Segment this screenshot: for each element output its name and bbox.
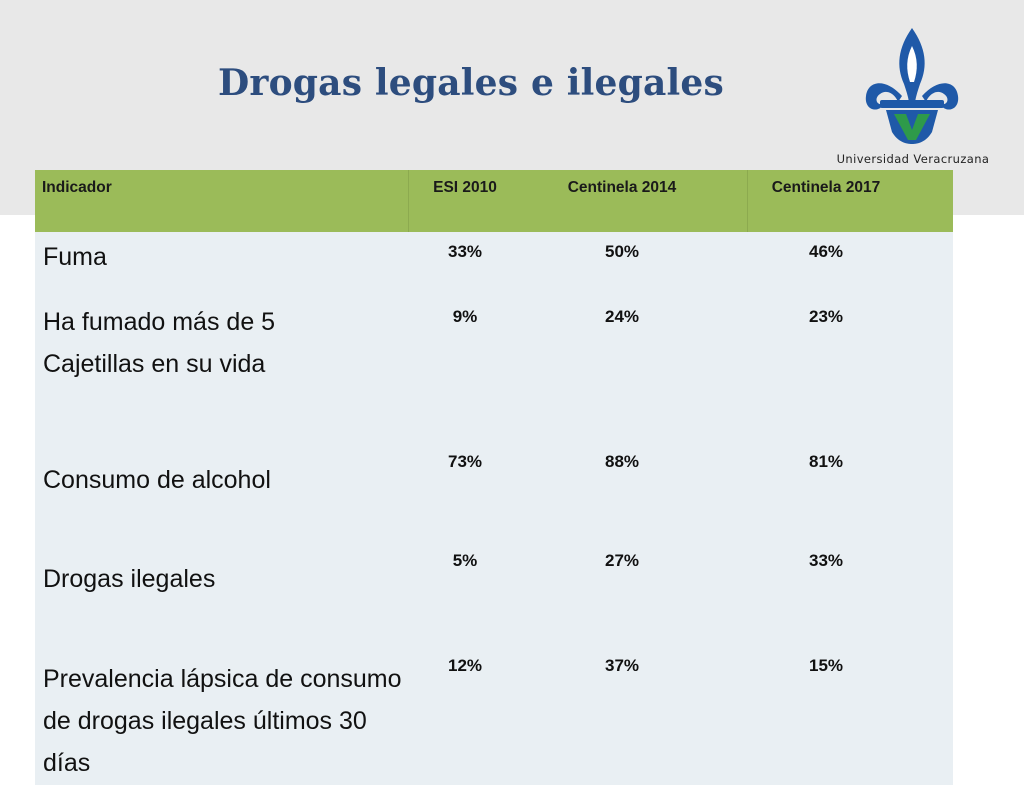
header-esi-2010: ESI 2010 bbox=[433, 179, 497, 196]
value-esi-2010: 5% bbox=[452, 551, 478, 570]
header-centinela-2017: Centinela 2017 bbox=[771, 179, 881, 196]
row-label: Drogas ilegales bbox=[43, 565, 216, 593]
value-centinela-2017: 81% bbox=[808, 452, 844, 471]
fleur-de-lis-icon bbox=[865, 28, 959, 144]
logo-text: Universidad Veracruzana bbox=[836, 152, 990, 166]
value-centinela-2014: 24% bbox=[604, 307, 640, 326]
value-centinela-2017: 46% bbox=[808, 242, 844, 261]
header-divider bbox=[408, 170, 409, 232]
header-divider bbox=[747, 170, 748, 232]
row-label: Consumo de alcohol bbox=[43, 466, 271, 494]
slide-title: Drogas legales e ilegales bbox=[218, 62, 724, 104]
table-header: Indicador ESI 2010 Centinela 2014 Centin… bbox=[35, 170, 953, 232]
value-centinela-2014: 37% bbox=[604, 656, 640, 675]
value-centinela-2014: 50% bbox=[604, 242, 640, 261]
row-label: Ha fumado más de 5 Cajetillas en su vida bbox=[43, 308, 276, 378]
value-centinela-2014: 88% bbox=[604, 452, 640, 471]
university-logo: Universidad Veracruzana bbox=[828, 26, 998, 171]
value-esi-2010: 33% bbox=[447, 242, 483, 261]
header-indicador: Indicador bbox=[42, 179, 112, 196]
value-centinela-2017: 33% bbox=[808, 551, 844, 570]
value-centinela-2017: 23% bbox=[808, 307, 844, 326]
row-label: Fuma bbox=[43, 243, 107, 271]
value-esi-2010: 9% bbox=[452, 307, 478, 326]
value-centinela-2014: 27% bbox=[604, 551, 640, 570]
row-label: Prevalencia lápsica de consumo de drogas… bbox=[43, 665, 402, 777]
header-centinela-2014: Centinela 2014 bbox=[567, 179, 677, 196]
value-centinela-2017: 15% bbox=[808, 656, 844, 675]
value-esi-2010: 12% bbox=[447, 656, 483, 675]
data-table: Indicador ESI 2010 Centinela 2014 Centin… bbox=[35, 170, 953, 785]
value-esi-2010: 73% bbox=[447, 452, 483, 471]
